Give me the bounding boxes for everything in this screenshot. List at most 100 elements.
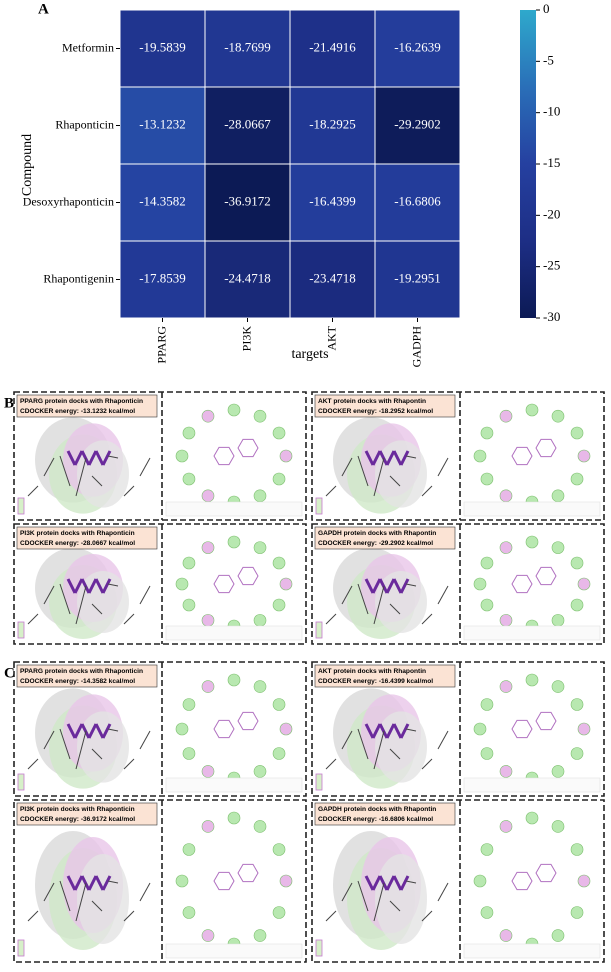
caption-box xyxy=(314,664,456,688)
residue-stick xyxy=(421,758,433,770)
ligand-ring xyxy=(511,871,533,891)
residue-node xyxy=(253,541,267,554)
ligand-bond xyxy=(371,450,382,466)
ligand-ring xyxy=(213,574,235,594)
caption-title: GAPDH protein docks with Rhapontin xyxy=(318,806,436,813)
caption-energy: CDOCKER energy: -36.9172 kcal/mol xyxy=(20,816,135,823)
residue-node xyxy=(272,843,286,856)
residue-stick xyxy=(373,730,385,770)
protein-surface xyxy=(77,440,129,508)
ligand-bond xyxy=(399,723,410,739)
ligand-bond xyxy=(101,450,112,466)
colorbar xyxy=(520,10,536,318)
caption-energy: CDOCKER energy: -14.3582 kcal/mol xyxy=(20,678,135,685)
residue-stick xyxy=(405,880,417,884)
cell-label: -14.3582 xyxy=(139,193,186,208)
ligand-bond xyxy=(399,450,410,466)
residue-node xyxy=(253,614,267,627)
heatmap-cell xyxy=(204,9,291,88)
ligand-bond xyxy=(364,450,375,466)
residue-node xyxy=(253,765,267,778)
residue-stick xyxy=(139,585,151,605)
diagram-legend xyxy=(165,777,303,793)
ligand-ring xyxy=(237,438,259,458)
y-tick-label: Rhaponticin xyxy=(55,117,114,131)
cell-label: -16.4399 xyxy=(309,193,356,208)
residue-node xyxy=(551,929,565,942)
residue-stick xyxy=(421,613,433,625)
caption-energy: CDOCKER energy: -28.0667 kcal/mol xyxy=(20,540,135,547)
panel-frame xyxy=(13,523,307,645)
ligand-bond xyxy=(371,875,382,891)
residue-stick xyxy=(405,728,417,732)
colorbar-tick-label: -15 xyxy=(543,155,560,170)
heatmap-cell xyxy=(119,240,206,319)
ligand-bond xyxy=(392,875,403,891)
heatmap-cell xyxy=(204,240,291,319)
residue-node xyxy=(525,535,539,549)
residue-node xyxy=(272,747,286,760)
panel-frame xyxy=(13,391,307,521)
residue-node xyxy=(551,409,565,423)
residue-node xyxy=(570,747,584,760)
caption-title: AKT protein docks with Rhapontin xyxy=(318,398,426,405)
residue-node xyxy=(227,811,241,825)
caption-title: PPARG protein docks with Rhaponticin xyxy=(20,398,143,405)
residue-stick xyxy=(421,910,433,922)
residue-node xyxy=(473,874,487,888)
ligand-bond xyxy=(364,578,375,594)
residue-node xyxy=(480,747,494,760)
residue-stick xyxy=(91,603,103,615)
legend-swatch xyxy=(17,497,25,515)
residue-node xyxy=(201,409,215,423)
residue-node xyxy=(525,673,539,687)
residue-node xyxy=(480,843,494,856)
panel-frame xyxy=(311,523,605,645)
residue-stick xyxy=(43,882,55,902)
residue-node xyxy=(227,535,241,549)
caption-box xyxy=(314,394,456,418)
caption-title: PI3K protein docks with Rhaponticin xyxy=(20,530,135,537)
residue-stick xyxy=(43,730,55,750)
legend-swatch xyxy=(17,939,25,957)
colorbar-tick-label: -10 xyxy=(543,104,560,119)
residue-stick xyxy=(357,880,369,912)
residue-node xyxy=(201,820,215,833)
legend-swatch xyxy=(17,773,25,791)
residue-stick xyxy=(139,730,151,750)
ligand-bond xyxy=(101,723,112,739)
residue-stick xyxy=(27,910,39,922)
residue-node xyxy=(480,556,494,570)
residue-node xyxy=(182,598,196,612)
ligand-bond xyxy=(371,723,382,739)
residue-stick xyxy=(107,728,119,732)
residue-stick xyxy=(325,485,337,497)
residue-node xyxy=(272,472,286,486)
residue-node xyxy=(551,765,565,778)
heatmap-cell xyxy=(374,240,461,319)
residue-stick xyxy=(91,900,103,912)
cell-label: -18.2925 xyxy=(309,116,356,131)
ligand-bond xyxy=(73,875,84,891)
ligand-ring xyxy=(213,871,235,891)
cell-label: -18.7699 xyxy=(224,39,271,54)
residue-stick xyxy=(43,457,55,477)
heatmap-cell xyxy=(289,9,376,88)
residue-node xyxy=(570,556,584,570)
ligand-ring xyxy=(237,863,259,883)
residue-node xyxy=(480,472,494,486)
residue-node xyxy=(551,614,565,627)
diagram-legend xyxy=(463,501,601,517)
residue-stick xyxy=(59,880,71,912)
residue-node xyxy=(227,403,241,417)
residue-stick xyxy=(43,585,55,605)
residue-stick xyxy=(107,455,119,459)
residue-node xyxy=(272,556,286,570)
residue-stick xyxy=(341,730,353,750)
caption-box xyxy=(16,664,158,688)
residue-node xyxy=(227,673,241,687)
caption-title: AKT protein docks with Rhapontin xyxy=(318,668,426,675)
residue-stick xyxy=(325,613,337,625)
cell-label: -28.0667 xyxy=(224,116,271,131)
residue-node xyxy=(499,409,513,423)
